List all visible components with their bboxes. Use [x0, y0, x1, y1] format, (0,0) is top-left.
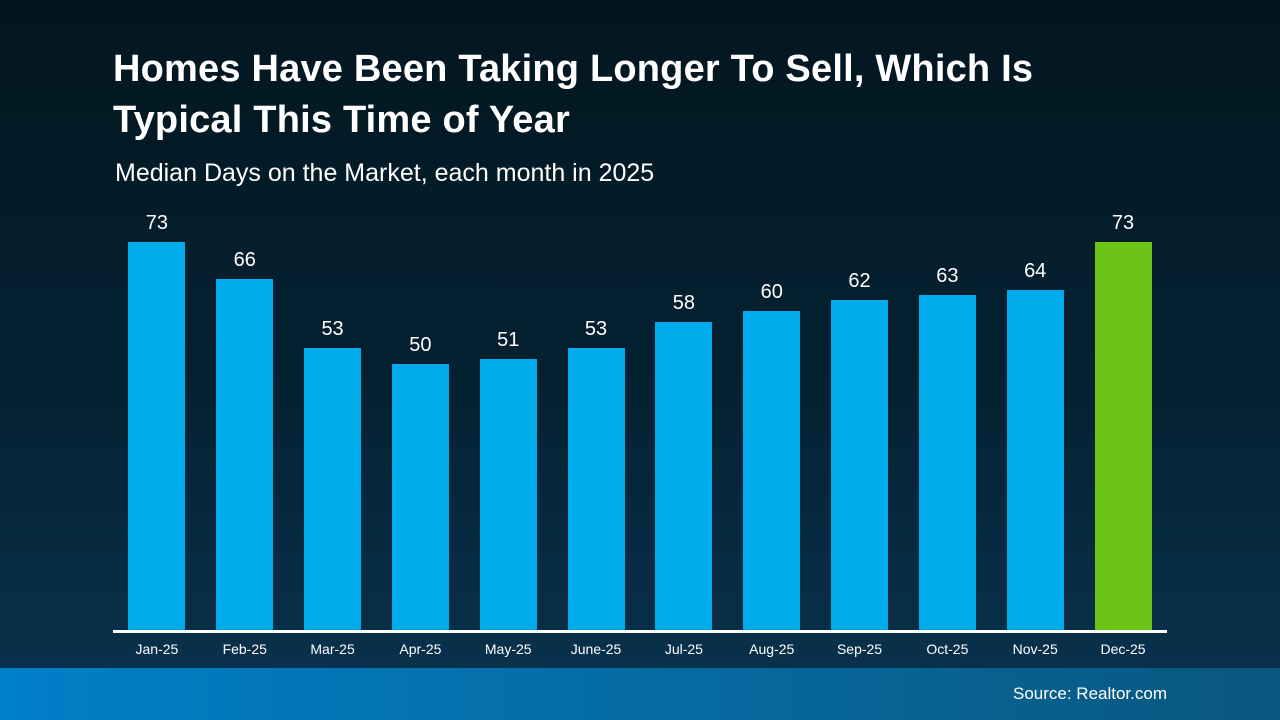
- bar-value-label: 50: [409, 334, 432, 356]
- chart-title: Homes Have Been Taking Longer To Sell, W…: [113, 44, 1033, 146]
- bar: [567, 348, 625, 630]
- x-axis-tick-label: June-25: [570, 641, 622, 657]
- x-axis-tick-label: Dec-25: [1100, 641, 1146, 657]
- chart-header: Homes Have Been Taking Longer To Sell, W…: [113, 44, 1033, 188]
- bar: [918, 295, 976, 630]
- bar-slot: 64: [991, 260, 1079, 630]
- bar-slot: 60: [728, 281, 816, 630]
- bar-slot: 50: [376, 334, 464, 630]
- bar-value-label: 51: [497, 329, 520, 351]
- x-axis-tick-label: Jul-25: [664, 641, 703, 657]
- x-axis-labels: Jan-25 Feb-25 Mar-25 Apr-25 May-25 June-25 Jul…: [113, 641, 1167, 657]
- bar-value-label: 62: [848, 270, 871, 292]
- bar-value-label: 73: [1111, 212, 1135, 234]
- bar: [831, 300, 889, 630]
- bars-area: 73 66 53 50 51 53 58 60 62 63 64 73: [113, 208, 1167, 630]
- bar-slot: 73: [1079, 212, 1167, 630]
- footer-bar: Source: Realtor.com: [0, 668, 1280, 720]
- bar: [1006, 290, 1064, 630]
- bar: [304, 348, 362, 630]
- bar-chart: 73 66 53 50 51 53 58 60 62 63 64 73 Jan-25 Feb-25 Mar…: [113, 208, 1167, 657]
- bar-slot: 73: [113, 212, 201, 630]
- x-axis-tick-label: Oct-25: [926, 641, 969, 657]
- bar: [128, 242, 186, 630]
- chart-title-line1: Homes Have Been Taking Longer To Sell, W…: [113, 48, 1034, 90]
- chart-subtitle: Median Days on the Market, each month in…: [115, 159, 655, 187]
- bar-slot: 53: [552, 318, 640, 630]
- bar-value-label: 58: [672, 292, 695, 314]
- bar-value-label: 63: [936, 265, 959, 287]
- bar-value-label: 66: [233, 249, 256, 271]
- x-axis-tick-label: Jan-25: [135, 641, 179, 657]
- bar: [479, 359, 537, 630]
- bar-slot: 58: [640, 292, 728, 630]
- bar: [655, 322, 713, 630]
- bar-value-label: 53: [321, 318, 344, 340]
- chart-title-line2: Typical This Time of Year: [113, 99, 570, 141]
- bar-value-label: 60: [760, 281, 783, 303]
- bar-highlighted: [1094, 242, 1152, 630]
- x-axis-tick-label: Mar-25: [310, 641, 355, 657]
- x-axis-line: [113, 630, 1167, 633]
- x-axis-tick-label: Apr-25: [399, 641, 442, 657]
- x-axis-tick-label: Sep-25: [836, 641, 883, 657]
- bar: [391, 364, 449, 630]
- bar-slot: 51: [464, 329, 552, 630]
- x-axis-tick-label: Feb-25: [222, 641, 267, 657]
- bar: [743, 311, 801, 630]
- x-axis-tick-label: Nov-25: [1012, 641, 1058, 657]
- bar-value-label: 53: [584, 318, 608, 340]
- bar-slot: 62: [816, 270, 904, 630]
- x-axis-tick-label: May-25: [484, 641, 532, 657]
- bar-slot: 63: [903, 265, 991, 630]
- x-axis-tick-label: Aug-25: [749, 641, 795, 657]
- bar: [216, 279, 274, 630]
- bar-slot: 66: [201, 249, 289, 630]
- source-label: Source: Realtor.com: [1012, 684, 1167, 703]
- bar-value-label: 73: [145, 212, 169, 234]
- bar-value-label: 64: [1024, 260, 1047, 282]
- bar-slot: 53: [289, 318, 377, 630]
